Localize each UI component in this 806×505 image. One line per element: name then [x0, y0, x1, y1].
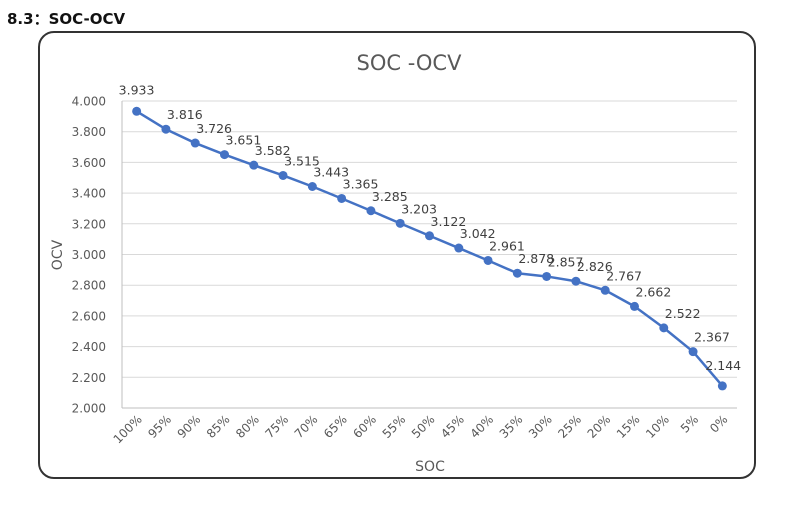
data-point [542, 271, 552, 281]
data-point [600, 285, 610, 295]
data-point [366, 206, 376, 216]
x-tick-label: 15% [614, 412, 643, 441]
y-tick-label: 3.800 [72, 125, 106, 139]
chart-frame [38, 31, 756, 479]
data-point [659, 323, 669, 333]
data-label: 3.726 [196, 121, 232, 136]
x-tick-label: 95% [145, 412, 174, 441]
x-tick-label: 40% [467, 412, 496, 441]
x-tick-label: 75% [262, 412, 291, 441]
data-point [307, 181, 317, 191]
y-tick-label: 3.600 [72, 156, 106, 170]
x-tick-label: 70% [292, 412, 321, 441]
y-tick-label: 2.000 [72, 402, 106, 416]
x-tick-label: 90% [175, 412, 204, 441]
data-point [395, 218, 405, 228]
x-axis-ticks: 100% 95% 90% 85% 80% 75% 70% 65% 60% 55% 50% 45% 40%… [111, 412, 731, 446]
data-label: 3.582 [255, 143, 291, 158]
data-label: 3.042 [460, 226, 496, 241]
x-tick-label: 50% [409, 412, 438, 441]
data-point [454, 243, 464, 253]
x-tick-label: 30% [526, 412, 555, 441]
gridlines [121, 100, 737, 409]
data-point [190, 138, 200, 148]
y-tick-label: 2.600 [72, 309, 106, 323]
y-tick-label: 2.400 [72, 340, 106, 354]
data-label: 3.285 [372, 189, 408, 204]
series-ocv [132, 106, 727, 391]
y-tick-label: 2.200 [72, 371, 106, 385]
x-tick-label: 55% [380, 412, 409, 441]
data-point [249, 160, 259, 170]
data-label: 2.826 [577, 259, 613, 274]
y-tick-label: 3.400 [72, 187, 106, 201]
x-tick-label: 10% [643, 412, 672, 441]
data-point [571, 276, 581, 286]
data-point [278, 170, 288, 180]
y-tick-label: 2.800 [72, 279, 106, 293]
data-label: 3.443 [313, 164, 349, 179]
chart-title: SOC -OCV [357, 51, 463, 75]
data-label: 3.122 [431, 214, 467, 229]
x-tick-label: 80% [233, 412, 262, 441]
x-tick-label: 5% [678, 412, 701, 435]
x-tick-label: 85% [204, 412, 233, 441]
data-point [717, 381, 727, 391]
data-label: 2.662 [636, 284, 672, 299]
data-point [220, 150, 229, 160]
y-axis-ticks: 2.000 2.200 2.400 2.600 2.800 3.000 3.200 3.400… [72, 95, 106, 416]
x-tick-label: 65% [321, 412, 350, 441]
data-label: 2.522 [665, 306, 701, 321]
x-tick-label: 60% [350, 412, 379, 441]
data-label: 2.144 [705, 358, 741, 373]
data-label: 3.651 [226, 133, 262, 148]
data-point [512, 268, 522, 278]
data-label: 3.933 [119, 82, 155, 97]
x-tick-label: 20% [585, 412, 614, 441]
data-point [688, 347, 698, 357]
y-tick-label: 3.000 [72, 248, 106, 262]
data-label: 2.878 [518, 251, 554, 266]
data-point [161, 124, 171, 134]
data-labels: 3.933 3.8163.7263.6513.5823.5153.4433.365… [119, 82, 742, 373]
section-heading: 8.3：SOC-OCV [7, 10, 126, 28]
x-axis-label: SOC [415, 459, 445, 475]
data-label: 2.767 [606, 268, 642, 283]
data-label: 2.961 [489, 238, 525, 253]
data-point [337, 193, 347, 203]
data-point [425, 231, 434, 241]
x-tick-label: 0% [707, 412, 730, 435]
data-label: 3.515 [284, 153, 320, 168]
data-label: 3.203 [401, 201, 437, 216]
y-tick-label: 3.200 [72, 217, 106, 231]
y-tick-label: 4.000 [72, 95, 106, 109]
data-label: 3.365 [343, 176, 379, 191]
x-tick-label: 35% [497, 412, 526, 441]
x-tick-label: 100% [111, 412, 145, 446]
data-label: 3.816 [167, 107, 203, 122]
data-point [132, 106, 142, 116]
x-tick-label: 25% [555, 412, 584, 441]
data-label: 2.367 [694, 330, 730, 345]
data-label: 2.857 [548, 254, 584, 269]
x-tick-label: 45% [438, 412, 467, 441]
y-axis-label: OCV [50, 239, 66, 270]
data-point [483, 255, 493, 265]
data-point [630, 301, 639, 311]
